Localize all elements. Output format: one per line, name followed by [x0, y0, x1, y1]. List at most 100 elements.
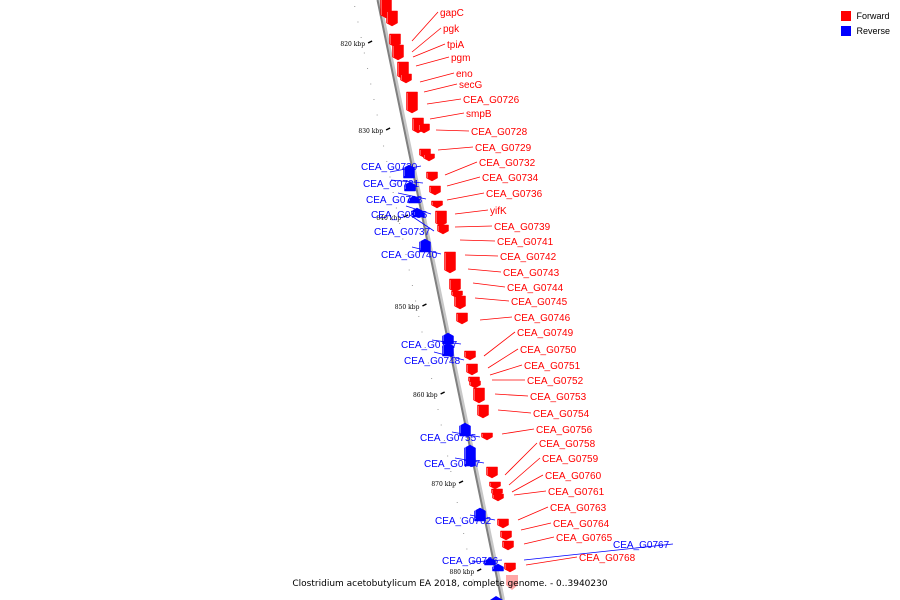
- tick-label: 870 kbp: [431, 481, 456, 488]
- gene-CEA_G0734: [426, 171, 438, 182]
- guide-dot: [389, 176, 391, 178]
- gene-CEA_G0753: [473, 387, 485, 404]
- guide-dot: [472, 579, 474, 581]
- tick-label: 820 kbp: [340, 41, 365, 48]
- guide-dot: [405, 254, 407, 255]
- leader-CEA_G0759: [508, 457, 541, 486]
- legend-item-forward: Forward: [841, 8, 890, 23]
- leader-secG: [423, 83, 458, 93]
- leader-CEA_G0750: [487, 348, 519, 369]
- gene-label-CEA_G0754: CEA_G0754: [533, 409, 590, 420]
- gene-secG: [400, 73, 412, 84]
- gene-label-yifK: yifK: [490, 206, 507, 217]
- gene-label-CEA_G0753: CEA_G0753: [530, 392, 587, 403]
- leader-CEA_G0736: [446, 192, 485, 201]
- guide-dot: [408, 269, 410, 271]
- guide-dot: [437, 409, 439, 410]
- leader-gapC: [411, 11, 439, 42]
- guide-dot: [395, 207, 397, 209]
- leader-CEA_G0764: [520, 522, 552, 531]
- leader-CEA_G0766: [471, 559, 503, 563]
- gene-label-CEA_G0765: CEA_G0765: [556, 533, 613, 544]
- leader-CEA_G0761: [513, 490, 547, 496]
- gene-CEA_G0755: [459, 422, 471, 437]
- gene-label-CEA_G0735: CEA_G0735: [371, 210, 428, 221]
- gene-label-pgk: pgk: [443, 24, 460, 35]
- gene-label-CEA_G0760: CEA_G0760: [545, 471, 602, 482]
- leader-CEA_G0745: [474, 297, 510, 302]
- gene-CEA_G0767: [492, 563, 504, 572]
- leader-CEA_G0739: [454, 225, 493, 228]
- guide-dot: [456, 502, 458, 503]
- guide-dot: [424, 347, 426, 348]
- gene-label-CEA_G0747: CEA_G0747: [401, 340, 458, 351]
- gene-label-CEA_G0750: CEA_G0750: [520, 345, 577, 356]
- gene-CEA_G0736: [429, 185, 441, 196]
- gene-label-CEA_G0756: CEA_G0756: [536, 425, 593, 436]
- tick-label: 830 kbp: [358, 128, 383, 135]
- leader-CEA_G0726: [426, 98, 462, 105]
- gene-CEA_G0765: [502, 540, 514, 551]
- gene-CEA_G0749: [464, 350, 476, 361]
- gene-CEA_G0756: [481, 432, 493, 441]
- gene-label-CEA_G0737: CEA_G0737: [374, 227, 431, 238]
- leader-CEA_G0746: [479, 316, 513, 321]
- gene-CEA_G0746: [456, 312, 468, 325]
- leader-CEA_G0740: [411, 246, 442, 255]
- guide-dot: [399, 223, 401, 224]
- guide-dot: [370, 83, 372, 85]
- leader-CEA_G0767: [523, 543, 674, 561]
- gene-CEA_G0731: [404, 181, 416, 192]
- leader-yifK: [454, 209, 489, 215]
- leader-CEA_G0748: [433, 351, 465, 361]
- tick-label: 850 kbp: [395, 304, 420, 311]
- gene-label-CEA_G0759: CEA_G0759: [542, 454, 599, 465]
- leader-CEA_G0768: [525, 556, 578, 566]
- gene-label-CEA_G0744: CEA_G0744: [507, 283, 564, 294]
- reverse-swatch: [841, 25, 852, 36]
- gene-CEA_G0754: [477, 404, 489, 419]
- gene-label-CEA_G0762: CEA_G0762: [435, 516, 492, 527]
- gene-label-pgm: pgm: [451, 53, 470, 64]
- guide-dot: [421, 331, 423, 333]
- gene-label-CEA_G0734: CEA_G0734: [482, 173, 539, 184]
- leader-CEA_G0744: [472, 282, 506, 288]
- guide-dot: [463, 533, 465, 534]
- gene-CEA_G0752: [469, 380, 481, 389]
- gene-label-CEA_G0755: CEA_G0755: [420, 433, 477, 444]
- tick-mark: [403, 214, 409, 218]
- gene-label-CEA_G0758: CEA_G0758: [539, 439, 596, 450]
- gene-label-secG: secG: [459, 80, 483, 91]
- gene-label-CEA_G0767: CEA_G0767: [613, 540, 670, 551]
- guide-dot: [453, 486, 455, 488]
- gene-CEA_G0743: [449, 278, 461, 293]
- guide-dot: [373, 99, 375, 100]
- gene-label-CEA_G0746: CEA_G0746: [514, 313, 571, 324]
- leader-CEA_G0733: [397, 192, 427, 200]
- tick-mark: [440, 391, 445, 395]
- gene-label-CEA_G0740: CEA_G0740: [381, 250, 438, 261]
- leader-CEA_G0732: [444, 161, 478, 176]
- gene-label-CEA_G0748: CEA_G0748: [404, 356, 461, 367]
- forward-swatch: [841, 10, 852, 21]
- gene-label-CEA_G0732: CEA_G0732: [479, 158, 536, 169]
- gene-label-CEA_G0742: CEA_G0742: [500, 252, 557, 263]
- guide-dot: [418, 316, 420, 317]
- gene-label-CEA_G0745: CEA_G0745: [511, 297, 568, 308]
- gene-partial-reverse: [490, 596, 503, 600]
- gene-CEA_G0761: [492, 493, 504, 502]
- gene-label-CEA_G0761: CEA_G0761: [548, 487, 605, 498]
- gene-CEA_G0758: [486, 466, 498, 479]
- guide-dot: [354, 6, 356, 7]
- gene-CEA_G0739: [435, 210, 447, 227]
- gene-CEA_G0742: [444, 251, 456, 274]
- legend-label-reverse: Reverse: [856, 25, 890, 36]
- gene-CEA_G0745: [454, 295, 466, 310]
- leader-CEA_G0747: [431, 339, 462, 345]
- guide-dot: [427, 362, 429, 364]
- tick-mark: [476, 568, 482, 572]
- tick-mark: [458, 480, 464, 484]
- guide-dot: [379, 130, 381, 131]
- legend-label-forward: Forward: [856, 10, 890, 21]
